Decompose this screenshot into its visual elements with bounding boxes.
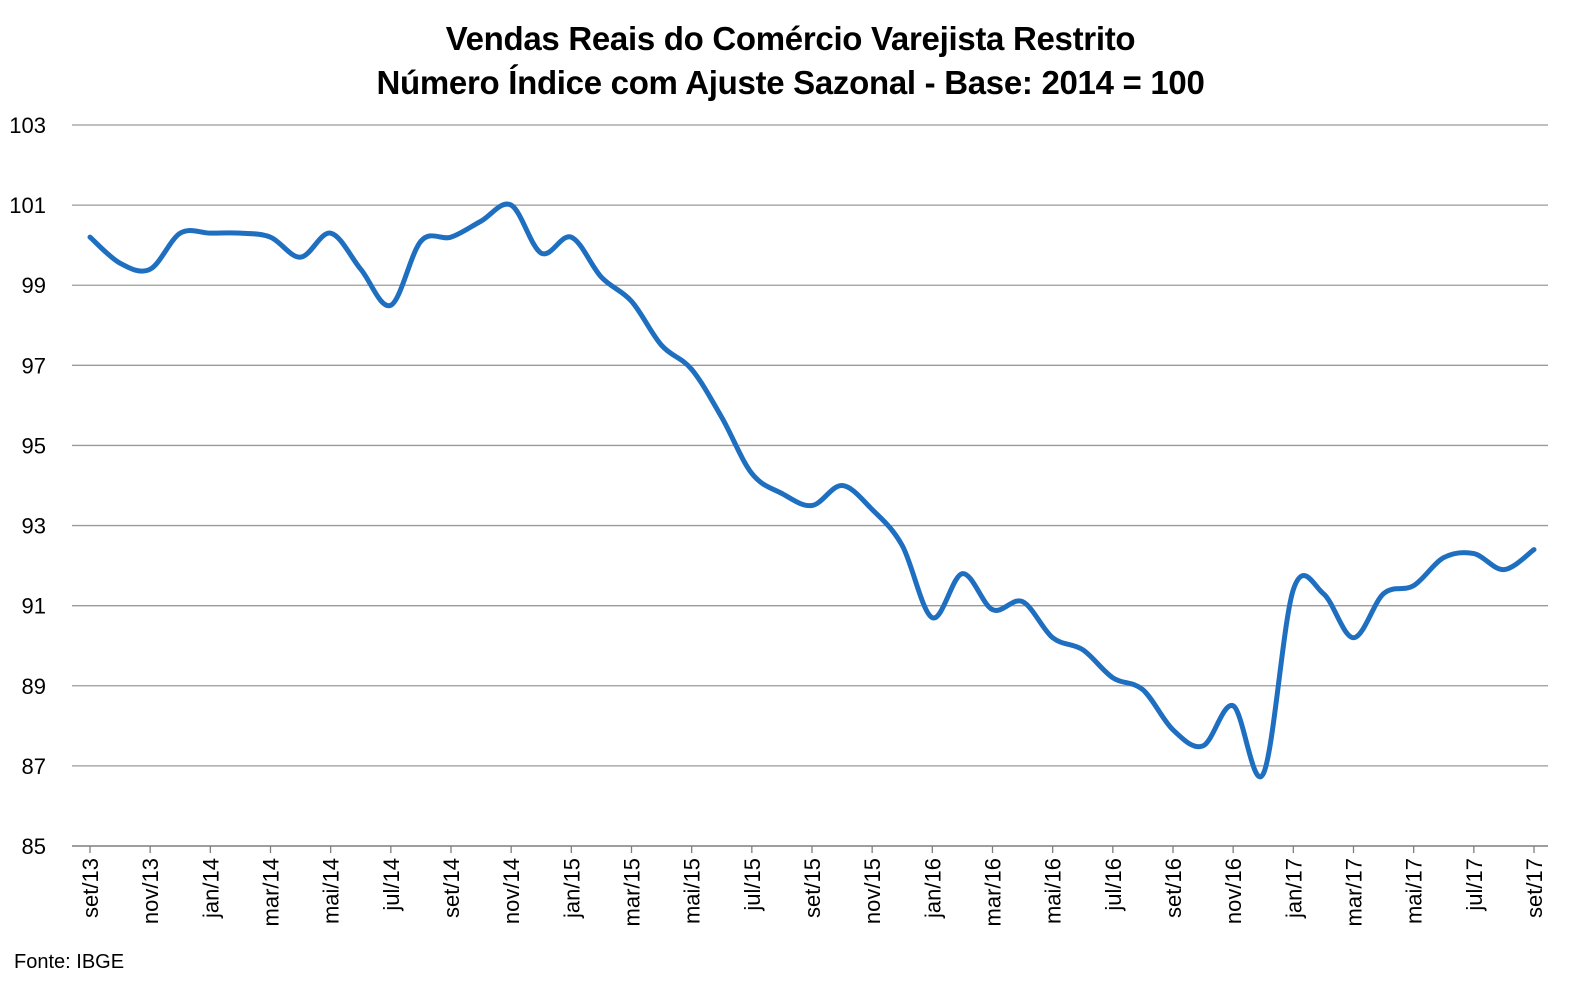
data-point bbox=[1261, 771, 1266, 776]
data-point bbox=[358, 267, 363, 272]
data-point bbox=[659, 343, 664, 348]
y-tick-label: 99 bbox=[22, 273, 46, 298]
x-tick-label: jan/14 bbox=[198, 858, 223, 919]
data-point bbox=[749, 471, 754, 476]
data-point bbox=[569, 235, 574, 240]
x-tick-label: mar/15 bbox=[620, 858, 645, 926]
x-tick-label: nov/15 bbox=[860, 858, 885, 924]
data-point bbox=[810, 503, 815, 508]
x-tick-label: mai/15 bbox=[680, 858, 705, 924]
data-point bbox=[1532, 547, 1537, 552]
data-point bbox=[88, 235, 93, 240]
x-tick-label: jul/16 bbox=[1101, 858, 1126, 912]
data-point bbox=[268, 235, 273, 240]
x-tick-label: jul/17 bbox=[1462, 858, 1487, 912]
data-point bbox=[539, 251, 544, 256]
data-point bbox=[960, 571, 965, 576]
x-tick-label: mai/17 bbox=[1402, 858, 1427, 924]
data-point bbox=[449, 235, 454, 240]
data-point bbox=[930, 615, 935, 620]
data-point bbox=[1441, 555, 1446, 560]
data-point bbox=[990, 607, 995, 612]
chart-subtitle: Número Índice com Ajuste Sazonal - Base:… bbox=[376, 64, 1205, 101]
data-point bbox=[148, 267, 153, 272]
data-point bbox=[418, 239, 423, 244]
x-tick-label: mar/14 bbox=[259, 858, 284, 926]
data-point bbox=[509, 203, 514, 208]
x-tick-label: set/16 bbox=[1161, 858, 1186, 918]
y-tick-label: 87 bbox=[22, 754, 46, 779]
y-tick-label: 89 bbox=[22, 674, 46, 699]
data-point bbox=[870, 507, 875, 512]
x-tick-label: jul/14 bbox=[379, 858, 404, 912]
y-tick-label: 103 bbox=[9, 113, 46, 138]
x-tick-label: mar/16 bbox=[981, 858, 1006, 926]
data-point bbox=[118, 261, 123, 266]
data-point bbox=[208, 231, 213, 236]
y-axis-ticks: 85 87 89 91 93 95 97 99 101 103 bbox=[9, 113, 46, 859]
data-point bbox=[178, 231, 183, 236]
data-point bbox=[298, 255, 303, 260]
data-point bbox=[1381, 591, 1386, 596]
x-tick-label: set/15 bbox=[800, 858, 825, 918]
x-tick-label: nov/16 bbox=[1221, 858, 1246, 924]
data-point bbox=[1291, 587, 1296, 592]
x-tick-label: mai/16 bbox=[1041, 858, 1066, 924]
data-point bbox=[779, 491, 784, 496]
data-point bbox=[689, 367, 694, 372]
data-point bbox=[328, 231, 333, 236]
data-point bbox=[1501, 567, 1506, 572]
data-point bbox=[1321, 591, 1326, 596]
data-point bbox=[388, 303, 393, 308]
y-tick-label: 91 bbox=[22, 594, 46, 619]
x-tick-label: jan/16 bbox=[920, 858, 945, 919]
data-point bbox=[900, 543, 905, 548]
data-point bbox=[599, 275, 604, 280]
x-tick-label: nov/13 bbox=[138, 858, 163, 924]
x-tick-label: jul/15 bbox=[740, 858, 765, 912]
data-point bbox=[1050, 635, 1055, 640]
x-tick-label: jan/15 bbox=[559, 858, 584, 919]
x-tick-label: nov/14 bbox=[499, 858, 524, 924]
data-point bbox=[1110, 675, 1115, 680]
data-point bbox=[1171, 727, 1176, 732]
data-point bbox=[1020, 599, 1025, 604]
source-note: Fonte: IBGE bbox=[14, 951, 125, 973]
x-tick-label: mar/17 bbox=[1342, 858, 1367, 926]
chart-title: Vendas Reais do Comércio Varejista Restr… bbox=[445, 20, 1136, 57]
y-tick-label: 93 bbox=[22, 514, 46, 539]
data-point bbox=[1471, 551, 1476, 556]
x-tick-label: set/14 bbox=[439, 858, 464, 918]
x-axis-ticks: set/13 nov/13 jan/14 mar/14 mai/14 jul/14 set/… bbox=[78, 846, 1547, 926]
data-point bbox=[1231, 703, 1236, 708]
data-point bbox=[1411, 583, 1416, 588]
data-point bbox=[629, 299, 634, 304]
data-point bbox=[1351, 635, 1356, 640]
data-point bbox=[1201, 743, 1206, 748]
data-point bbox=[1140, 687, 1145, 692]
series-line bbox=[87, 201, 1537, 780]
data-point bbox=[840, 483, 845, 488]
y-tick-label: 101 bbox=[9, 193, 46, 218]
x-tick-label: jan/17 bbox=[1281, 858, 1306, 919]
x-tick-label: set/13 bbox=[78, 858, 103, 918]
data-point bbox=[479, 219, 484, 224]
data-point bbox=[1080, 647, 1085, 652]
data-point bbox=[719, 415, 724, 420]
x-tick-label: mai/14 bbox=[319, 858, 344, 924]
y-tick-label: 85 bbox=[22, 834, 46, 859]
series-layer bbox=[87, 201, 1537, 780]
x-tick-label: set/17 bbox=[1522, 858, 1547, 918]
y-tick-label: 97 bbox=[22, 353, 46, 378]
y-tick-label: 95 bbox=[22, 433, 46, 458]
data-point bbox=[238, 231, 243, 236]
gridlines bbox=[72, 124, 1548, 847]
